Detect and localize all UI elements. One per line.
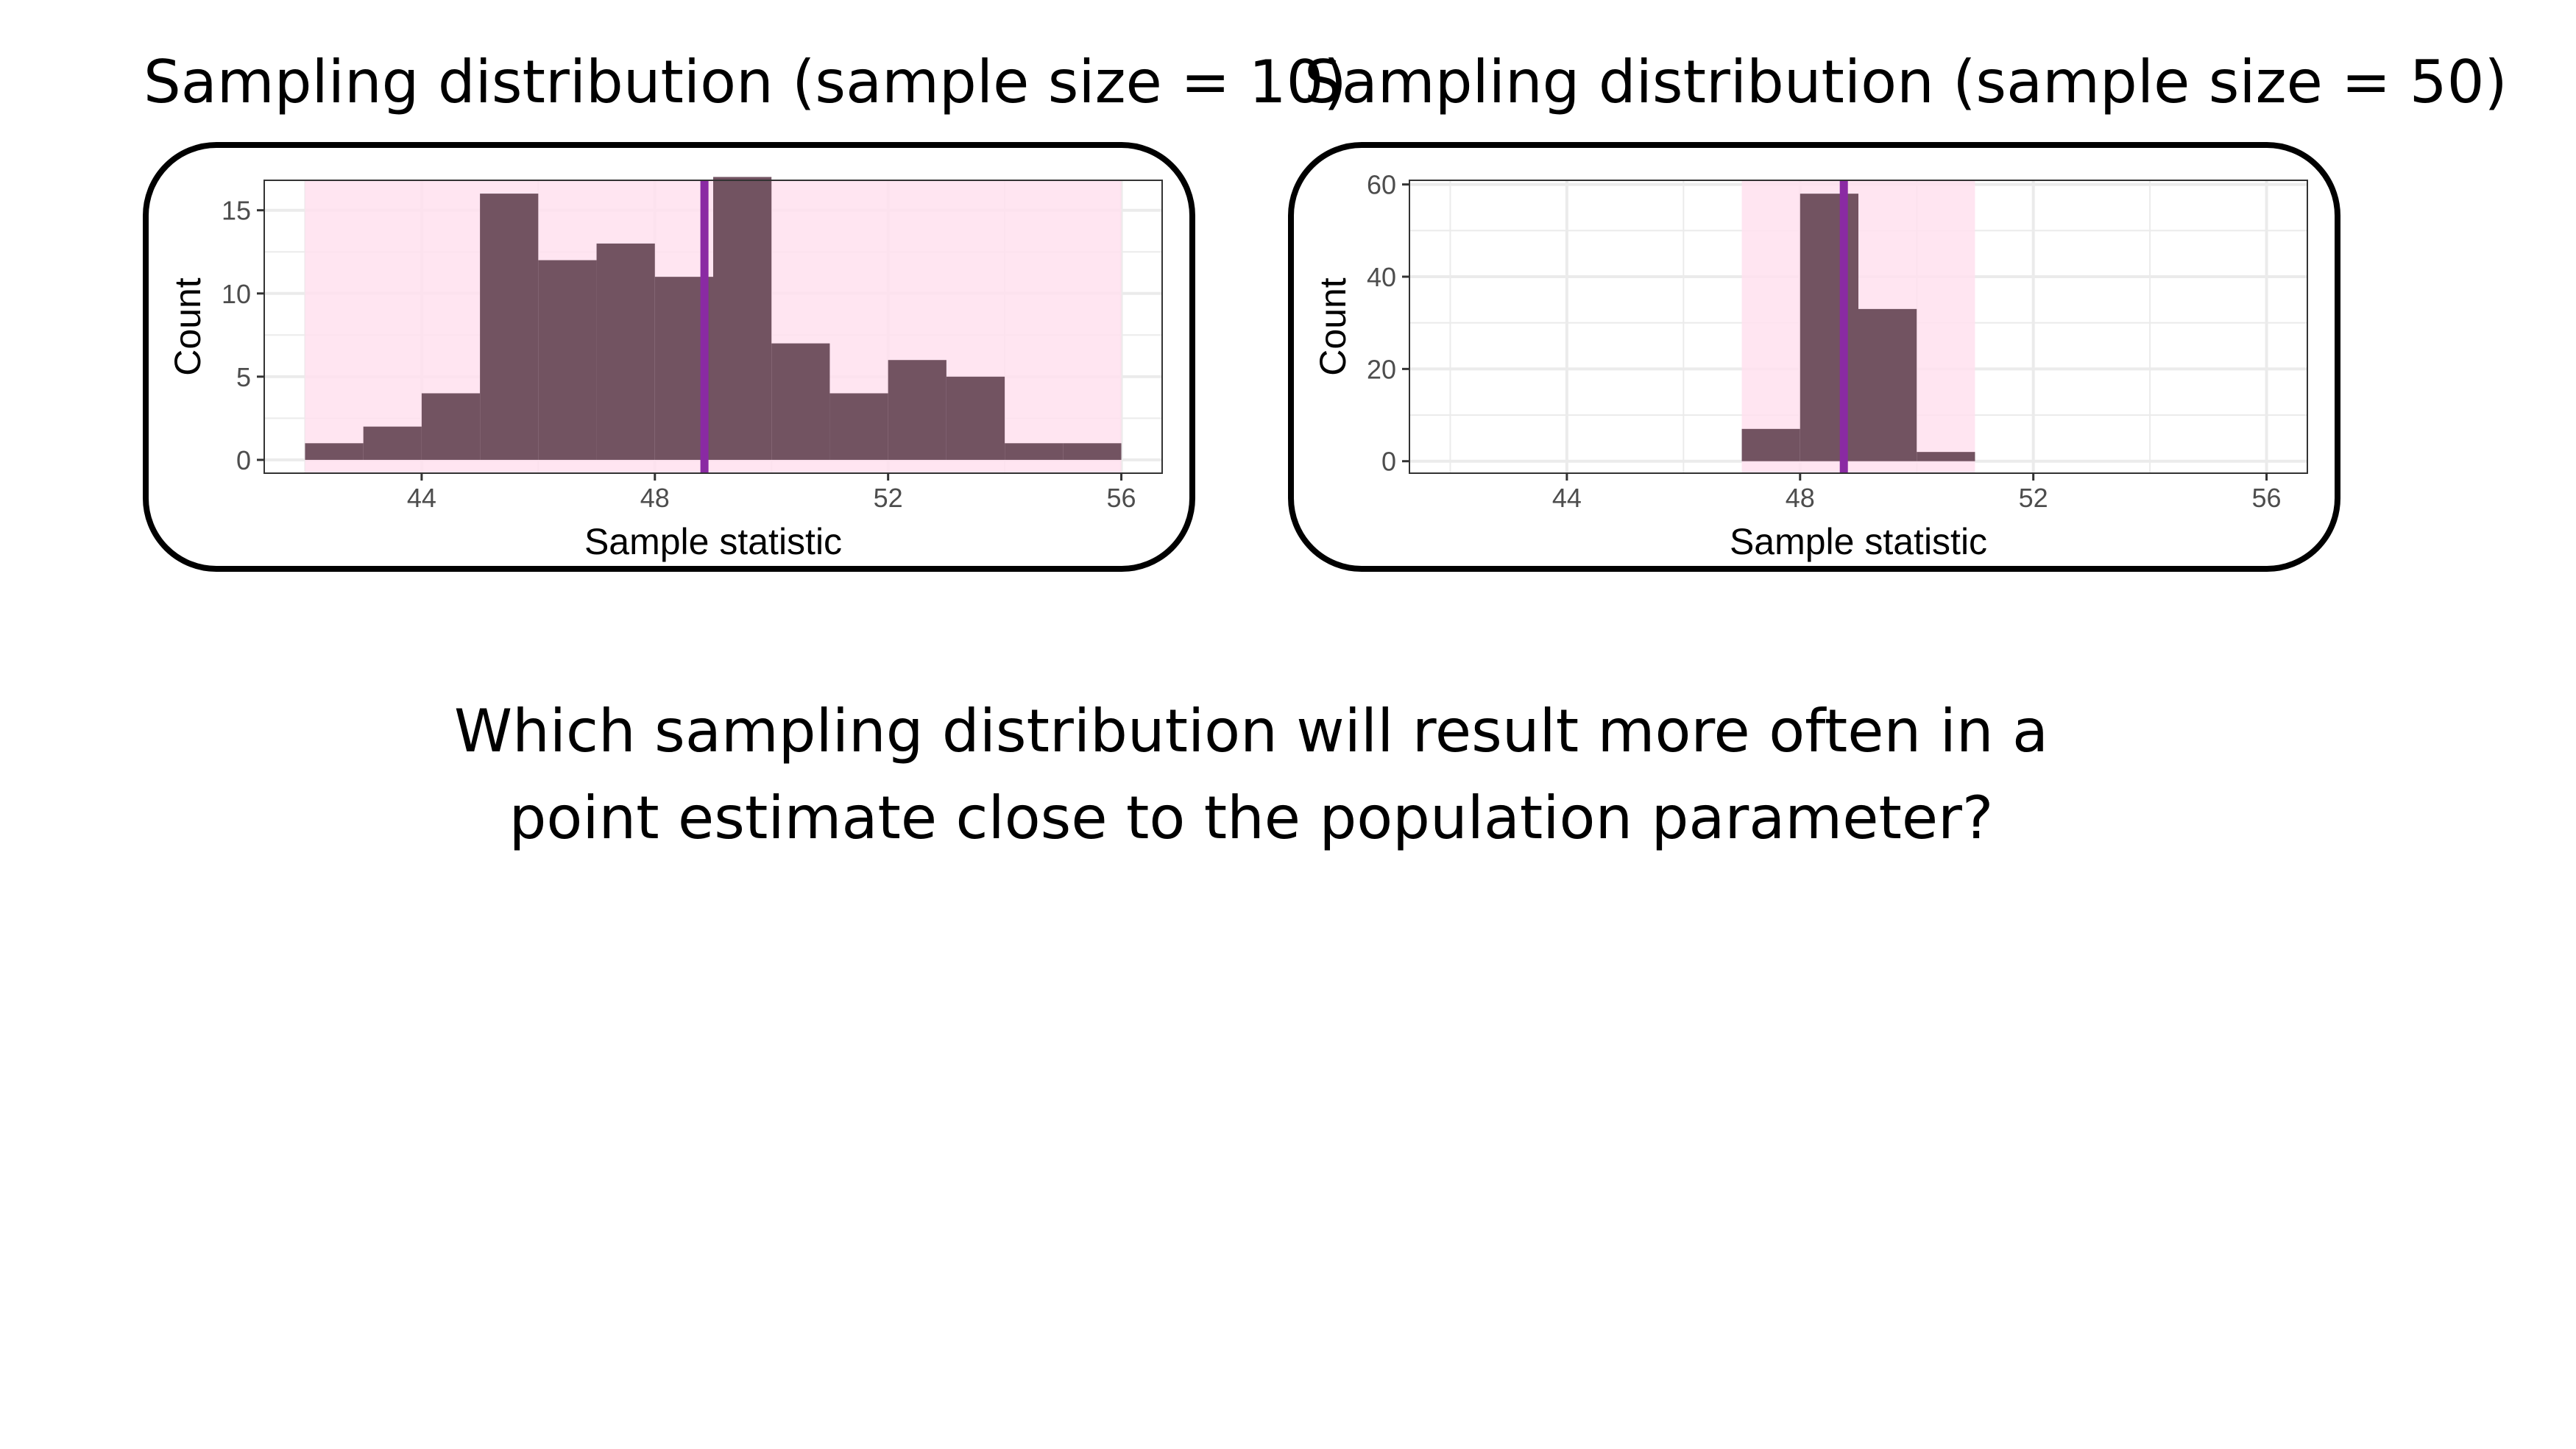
histogram-bar — [946, 376, 1005, 460]
histogram-bar — [1858, 308, 1917, 461]
x-tick-label: 56 — [1107, 483, 1136, 513]
histogram-bar — [421, 393, 481, 460]
y-tick-label: 15 — [222, 196, 251, 226]
x-axis-title: Sample statistic — [1730, 521, 1987, 562]
question-line-1: Which sampling distribution will result … — [453, 697, 2048, 765]
x-tick-label: 48 — [1786, 483, 1815, 513]
histogram-sample-size-50: 44 48 52 56 0 20 40 60 Sample statistic Count — [1312, 170, 2308, 562]
histogram-bar — [1741, 428, 1800, 461]
histogram-bar — [771, 343, 830, 460]
histogram-bar — [305, 443, 364, 460]
histogram-bar — [480, 194, 539, 460]
histogram-bar — [1063, 443, 1122, 460]
chart-title-sample-size-50: Sampling distribution (sample size = 50) — [1304, 48, 2508, 116]
histogram-bar — [1800, 194, 1858, 461]
question-line-2: point estimate close to the population p… — [509, 784, 1994, 852]
histogram-bar — [596, 243, 655, 460]
y-tick-label: 0 — [236, 445, 251, 475]
histogram-bar — [1917, 452, 1975, 461]
x-tick-label: 48 — [640, 483, 670, 513]
x-tick-label: 44 — [1552, 483, 1582, 513]
y-tick-label: 60 — [1367, 170, 1396, 200]
histogram-bar — [538, 260, 597, 460]
y-tick-label: 10 — [222, 279, 251, 309]
histogram-bar — [1005, 443, 1064, 460]
histogram-bar — [888, 360, 946, 460]
x-tick-label: 44 — [407, 483, 436, 513]
chart-title-sample-size-10: Sampling distribution (sample size = 10) — [144, 48, 1347, 116]
y-axis-title: Count — [1312, 277, 1354, 376]
histogram-sample-size-10: 44 48 52 56 0 5 10 15 Sample statistic Count — [167, 177, 1163, 562]
x-tick-label: 52 — [2019, 483, 2048, 513]
plot-border — [1409, 180, 2308, 474]
y-tick-label: 0 — [1381, 447, 1396, 477]
x-tick-label: 52 — [874, 483, 903, 513]
x-axis-title: Sample statistic — [584, 521, 842, 562]
y-tick-label: 5 — [236, 362, 251, 392]
histogram-bar — [829, 393, 888, 460]
y-tick-label: 40 — [1367, 262, 1396, 292]
x-tick-label: 56 — [2252, 483, 2282, 513]
question-text: Which sampling distribution will result … — [184, 688, 2318, 862]
y-axis-title: Count — [167, 277, 208, 376]
histogram-bar — [363, 426, 422, 460]
y-tick-label: 20 — [1367, 354, 1396, 384]
histogram-bar — [713, 177, 772, 460]
plot-border — [263, 180, 1163, 474]
